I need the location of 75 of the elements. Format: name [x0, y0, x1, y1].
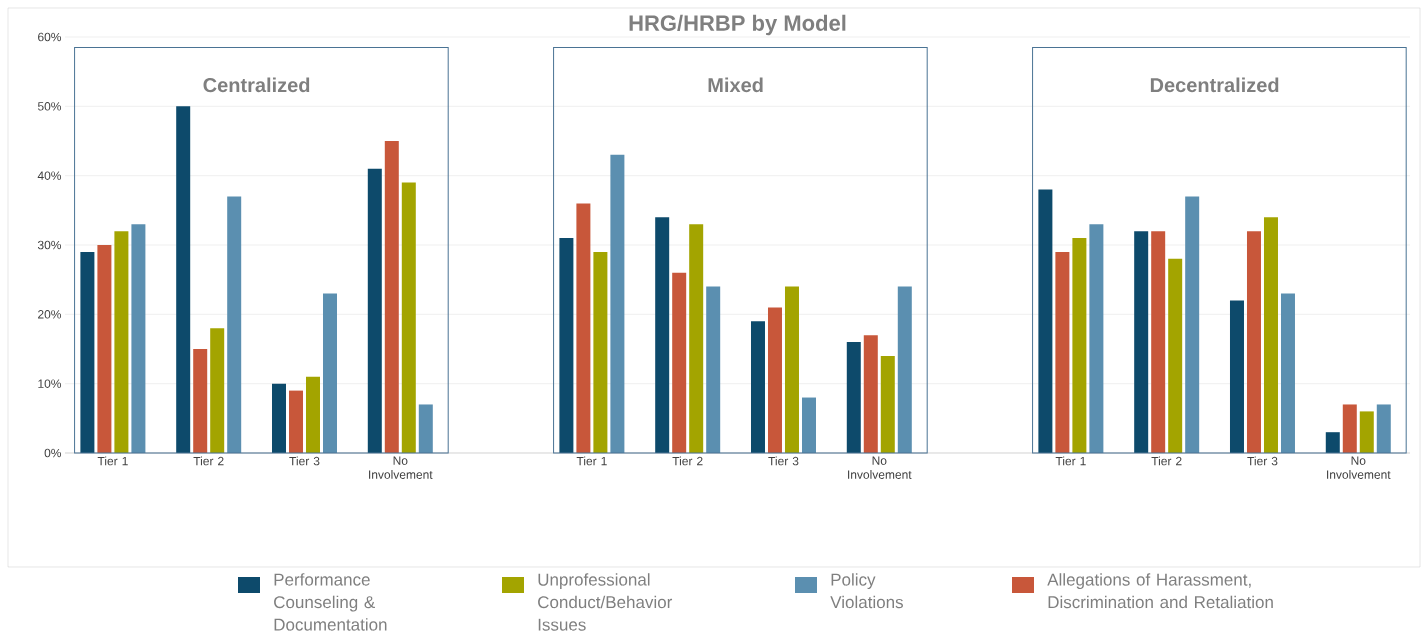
bar — [655, 217, 670, 453]
bar — [1229, 300, 1244, 453]
bar — [289, 390, 303, 453]
x-tick-label: Tier 3 — [768, 456, 799, 466]
bar — [306, 376, 320, 453]
y-tick-label: 20% — [38, 310, 62, 319]
bar — [1168, 258, 1183, 453]
bar — [1246, 231, 1261, 453]
annotation: Mixed — [708, 77, 763, 93]
bar — [227, 196, 242, 453]
chart-title: HRG/HRBP by Model — [629, 14, 846, 36]
bar — [689, 224, 704, 453]
bar — [559, 238, 574, 453]
annotation: Decentralized — [1150, 77, 1279, 93]
bar — [323, 293, 337, 453]
x-tick-label: Tier 3 — [1247, 456, 1278, 466]
x-tick-label: Tier 3 — [289, 456, 320, 466]
bar — [863, 335, 878, 453]
y-tick-label: 50% — [37, 102, 62, 111]
bar — [1325, 432, 1340, 453]
bar — [114, 231, 129, 453]
x-tick-label: Tier 1 — [97, 456, 128, 466]
x-tick-label: Tier 2 — [672, 456, 703, 466]
x-tick-label: No Involvement — [1327, 456, 1391, 479]
bar — [846, 342, 861, 453]
x-tick-label: Tier 1 — [576, 456, 607, 466]
x-tick-label: Tier 2 — [1151, 456, 1182, 466]
bar — [401, 182, 416, 453]
bar — [1038, 189, 1053, 453]
bar — [1089, 224, 1104, 453]
bar — [593, 251, 608, 453]
y-tick-label: 60% — [38, 32, 62, 42]
bar — [384, 141, 399, 453]
legend-label: Unprofessional Conduct/Behavior Issues — [538, 573, 673, 631]
bar — [97, 245, 112, 453]
bar — [1134, 231, 1149, 453]
bar — [784, 286, 799, 453]
y-tick-label: 0% — [44, 448, 62, 458]
bar — [1280, 293, 1295, 453]
legend-label: Policy Violations — [830, 573, 903, 609]
bar — [1185, 196, 1200, 453]
annotation: Centralized — [203, 77, 310, 93]
bar — [1376, 404, 1391, 453]
x-tick-label: Tier 2 — [193, 456, 224, 466]
bar — [706, 286, 721, 453]
y-tick-label: 30% — [37, 240, 62, 250]
bar — [1342, 404, 1357, 453]
bar — [1151, 231, 1166, 453]
bar — [1263, 217, 1278, 453]
bar — [272, 383, 286, 453]
x-tick-label: No Involvement — [848, 456, 912, 479]
bar — [880, 355, 895, 453]
bar — [80, 251, 95, 453]
legend-label: Allegations of Harassment, Discrimination and Retaliation — [1047, 573, 1273, 609]
legend-label: Performance Counseling & Documentation — [274, 573, 387, 631]
bar — [672, 272, 687, 453]
bar — [610, 154, 625, 453]
bar — [750, 321, 765, 453]
bar — [767, 307, 782, 453]
bar — [210, 328, 225, 453]
y-tick-label: 10% — [38, 379, 62, 388]
bar — [418, 404, 433, 453]
bar — [897, 286, 912, 453]
bar — [367, 168, 382, 453]
bar — [176, 106, 191, 453]
x-tick-label: Tier 1 — [1055, 456, 1086, 466]
bar — [1055, 251, 1070, 453]
bar — [131, 224, 146, 453]
bar — [193, 349, 208, 453]
bar — [576, 203, 591, 453]
bar — [1072, 238, 1087, 453]
bar — [801, 397, 816, 453]
bar — [1359, 411, 1374, 453]
y-tick-label: 40% — [37, 171, 62, 180]
x-tick-label: No Involvement — [369, 456, 433, 479]
